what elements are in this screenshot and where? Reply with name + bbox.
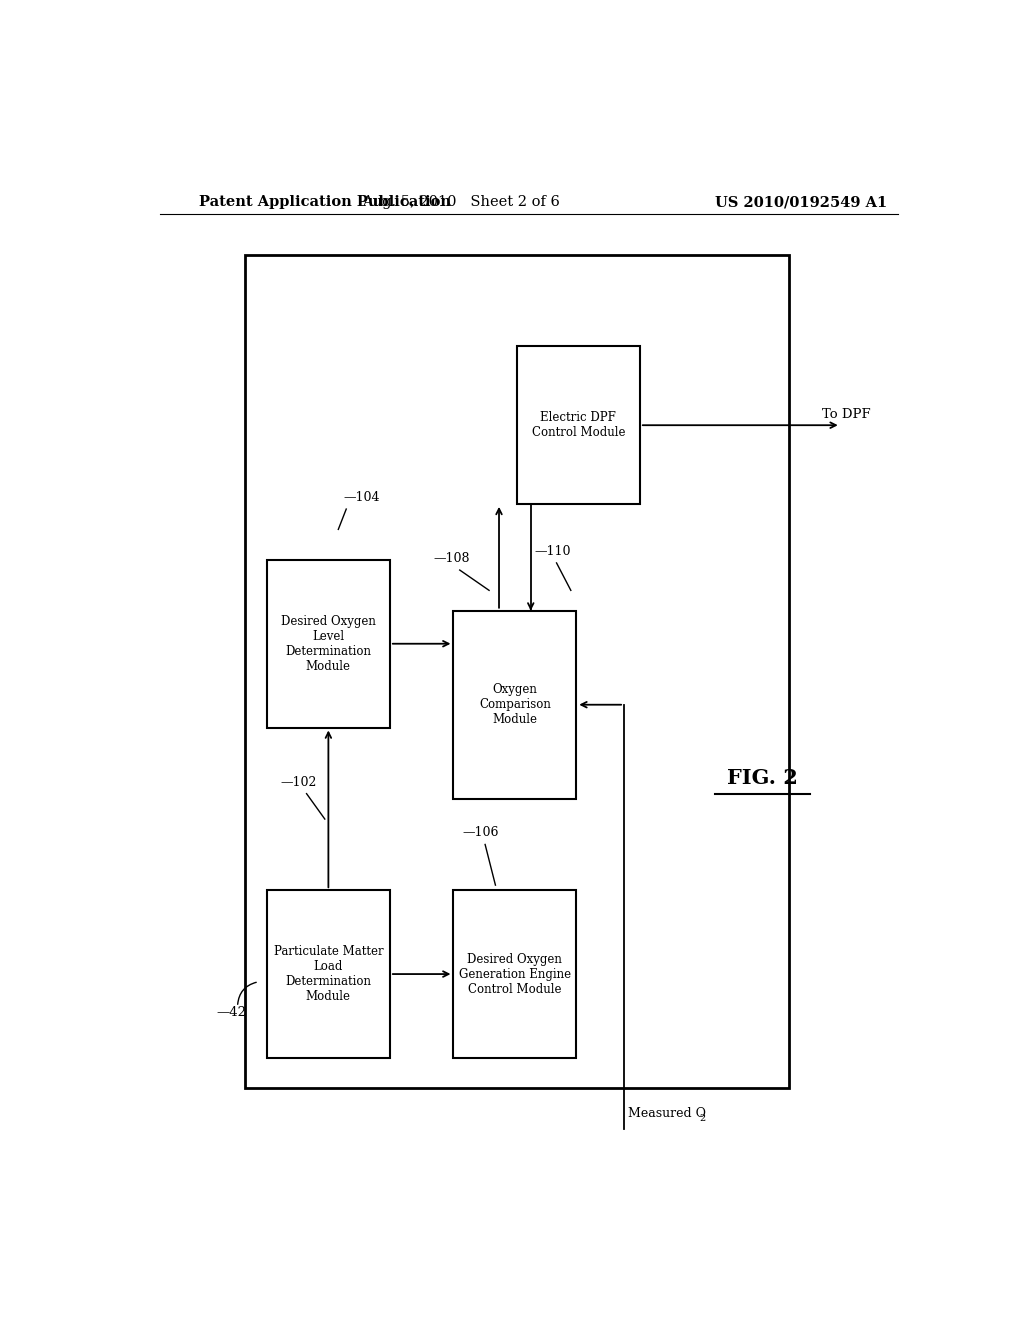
Text: —110: —110 <box>535 545 570 558</box>
Text: Desired Oxygen
Level
Determination
Module: Desired Oxygen Level Determination Modul… <box>281 615 376 673</box>
Text: To DPF: To DPF <box>822 408 871 421</box>
Text: —102: —102 <box>281 776 316 788</box>
Text: FIG. 2: FIG. 2 <box>727 768 799 788</box>
Bar <box>454 611 577 799</box>
Text: Measured O: Measured O <box>628 1107 706 1121</box>
Bar <box>267 890 390 1057</box>
Text: —108: —108 <box>433 552 470 565</box>
Text: Electric DPF
Control Module: Electric DPF Control Module <box>531 412 625 440</box>
Bar <box>517 346 640 504</box>
Bar <box>267 560 390 727</box>
Text: —106: —106 <box>463 826 500 840</box>
Bar <box>454 890 577 1057</box>
Text: Oxygen
Comparison
Module: Oxygen Comparison Module <box>479 684 551 726</box>
Text: Patent Application Publication: Patent Application Publication <box>200 195 452 209</box>
Text: —104: —104 <box>344 491 380 504</box>
Text: 2: 2 <box>699 1114 706 1123</box>
Bar <box>246 255 790 1089</box>
Text: Desired Oxygen
Generation Engine
Control Module: Desired Oxygen Generation Engine Control… <box>459 953 571 995</box>
Text: Particulate Matter
Load
Determination
Module: Particulate Matter Load Determination Mo… <box>273 945 383 1003</box>
Text: Aug. 5, 2010   Sheet 2 of 6: Aug. 5, 2010 Sheet 2 of 6 <box>362 195 560 209</box>
Text: US 2010/0192549 A1: US 2010/0192549 A1 <box>715 195 888 209</box>
Text: —42: —42 <box>216 1006 246 1019</box>
